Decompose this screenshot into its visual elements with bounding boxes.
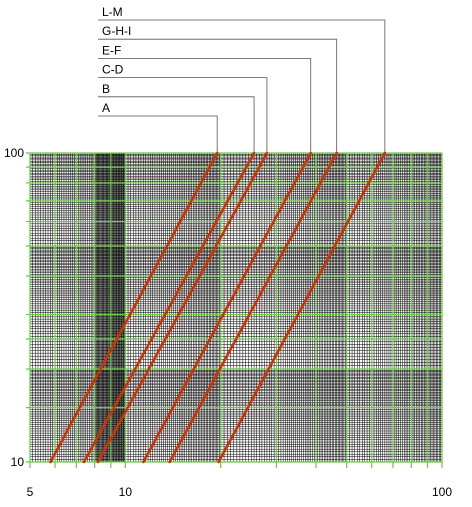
curve-label-g-h-i: G-H-I (102, 24, 131, 38)
curve-leader-b (98, 96, 255, 153)
chart-grid (26, 152, 443, 468)
curve-leader-l-m (98, 19, 386, 153)
x-tick-label: 5 (27, 485, 34, 499)
curve-label-leaders: AB C-D E-F G-H-I L-M (98, 5, 386, 153)
series-lines (49, 151, 387, 464)
series-line-c-d (96, 151, 269, 464)
curve-label-b: B (102, 82, 110, 96)
tick-labels: 5 10 100 10 100 (4, 146, 452, 499)
curve-leader-g-h-i (98, 38, 338, 153)
plot-background (30, 153, 442, 462)
curve-label-l-m: L-M (102, 5, 123, 19)
series-line-b (82, 151, 256, 464)
curve-label-c-d: C-D (102, 63, 124, 77)
series-line-e-f (142, 151, 313, 464)
series-line-l-m (217, 151, 387, 464)
x-tick-label: 10 (119, 485, 133, 499)
x-tick-label: 100 (432, 485, 452, 499)
curve-leader-e-f (98, 58, 312, 153)
y-tick-label: 100 (4, 146, 24, 160)
series-line-a (49, 151, 219, 464)
curve-leader-c-d (98, 77, 268, 153)
curve-label-e-f: E-F (102, 43, 121, 57)
y-tick-label: 10 (11, 455, 25, 469)
series-line-g-h-i (168, 151, 338, 464)
curve-leader-a (98, 115, 218, 153)
curve-label-a: A (102, 101, 110, 115)
